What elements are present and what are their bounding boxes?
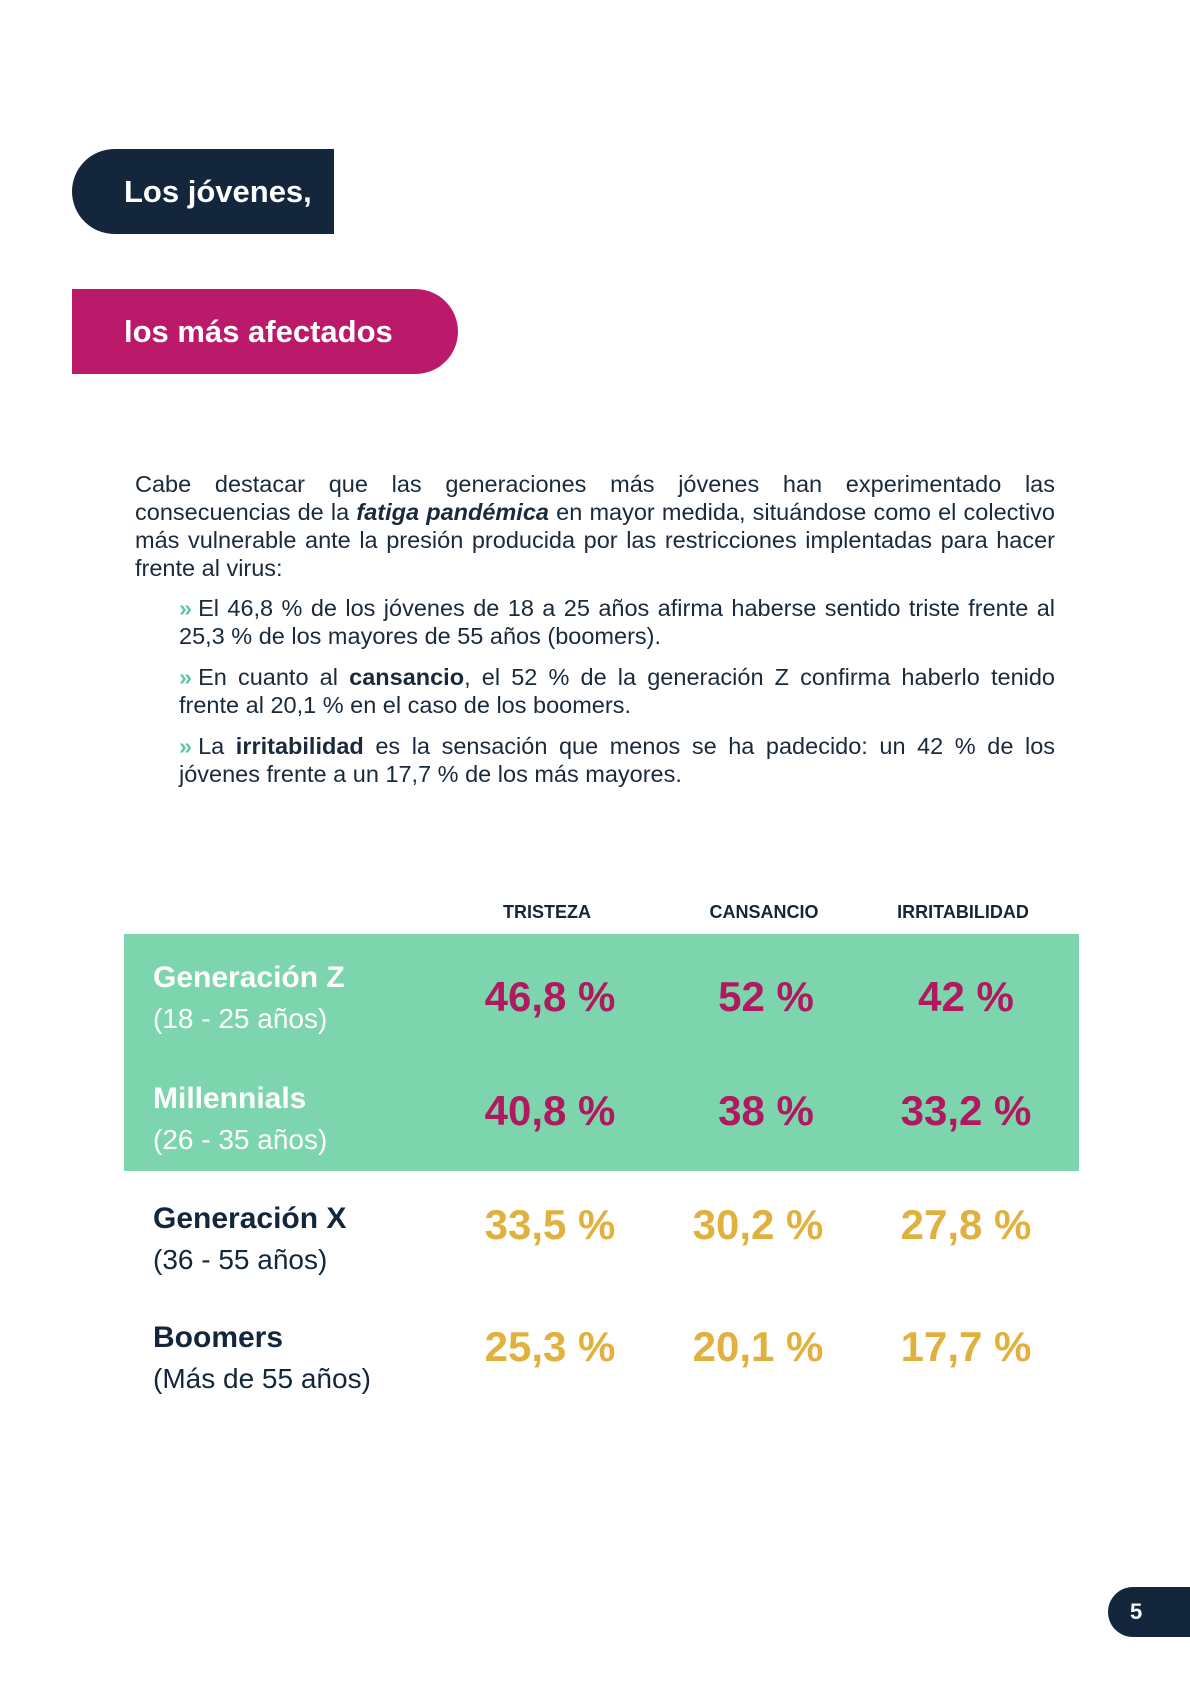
intro-emphasis: fatiga pandémica <box>356 499 549 525</box>
bullet-text: En cuanto al <box>198 664 350 690</box>
table-cell: 38 % <box>718 1087 814 1134</box>
intro-part: en mayor medida, situándose como el cole… <box>135 499 1055 581</box>
row-name: Generación Z <box>153 961 345 994</box>
row-name: Millennials <box>153 1082 307 1115</box>
table-cell: 25,3 % <box>484 1323 616 1370</box>
row-label-generacion-z: Generación Z (18 - 25 años) <box>153 960 473 1037</box>
table-cell: 46,8 % <box>484 973 616 1020</box>
table-cell: 42 % <box>918 973 1014 1020</box>
heading-line-2: los más afectados <box>72 289 458 374</box>
table-cell: 33,5 % <box>484 1201 616 1248</box>
bullet-item: » La irritabilidad es la sensación que me… <box>179 732 1055 788</box>
page-number: 5 <box>1108 1587 1190 1637</box>
chevron-icon: » <box>179 664 193 690</box>
column-header-cansancio: CANSANCIO <box>709 902 819 922</box>
bullet-list: » El 46,8 % de los jóvenes de 18 a 25 año… <box>135 594 1055 788</box>
page-number-text: 5 <box>1130 1599 1143 1624</box>
bullet-keyword: irritabilidad <box>235 733 364 759</box>
bullet-text: , el 52 % de la generación Z confirma ha… <box>179 664 1056 718</box>
table-cell: 20,1 % <box>692 1323 824 1370</box>
table-cell: 52 % <box>718 973 814 1020</box>
intro-text: Cabe destacar que las generaciones más j… <box>135 470 1055 801</box>
row-label-boomers: Boomers (Más de 55 años) <box>153 1320 473 1397</box>
intro-paragraph: Cabe destacar que las generaciones más j… <box>135 470 1055 582</box>
chevron-icon: » <box>179 733 193 759</box>
bullet-item: » En cuanto al cansancio, el 52 % de la g… <box>179 663 1055 719</box>
table-cell: 30,2 % <box>692 1201 824 1248</box>
bullet-text: El 46,8 % de los jóvenes de 18 a 25 años… <box>179 595 1055 649</box>
bullet-text: es la sensación que menos se ha padecido… <box>179 733 1056 787</box>
bullet-keyword: cansancio <box>349 664 465 690</box>
row-age-range: (26 - 35 años) <box>153 1124 328 1155</box>
heading-line-1: Los jóvenes, <box>72 149 334 234</box>
table-cell: 17,7 % <box>900 1323 1032 1370</box>
row-age-range: (36 - 55 años) <box>153 1244 328 1275</box>
table-cell: 27,8 % <box>900 1201 1032 1248</box>
row-name: Boomers <box>153 1321 284 1354</box>
row-name: Generación X <box>153 1202 347 1235</box>
intro-part: Cabe destacar que las generaciones más j… <box>135 471 1055 525</box>
row-age-range: (18 - 25 años) <box>153 1003 328 1034</box>
column-header-tristeza: TRISTEZA <box>503 902 591 922</box>
row-label-generacion-x: Generación X (36 - 55 años) <box>153 1201 473 1278</box>
column-header-irritabilidad: IRRITABILIDAD <box>897 902 1029 922</box>
bullet-item: » El 46,8 % de los jóvenes de 18 a 25 año… <box>179 594 1055 650</box>
row-age-range: (Más de 55 años) <box>153 1363 371 1394</box>
table-cell: 40,8 % <box>484 1087 616 1134</box>
highlight-band <box>124 934 1079 1171</box>
bullet-text: La <box>198 733 236 759</box>
chevron-icon: » <box>179 595 193 621</box>
row-label-millennials: Millennials (26 - 35 años) <box>153 1081 473 1158</box>
table-cell: 33,2 % <box>900 1087 1032 1134</box>
heading-line-1-text: Los jóvenes, <box>124 173 312 209</box>
heading-line-2-text: los más afectados <box>124 313 393 349</box>
